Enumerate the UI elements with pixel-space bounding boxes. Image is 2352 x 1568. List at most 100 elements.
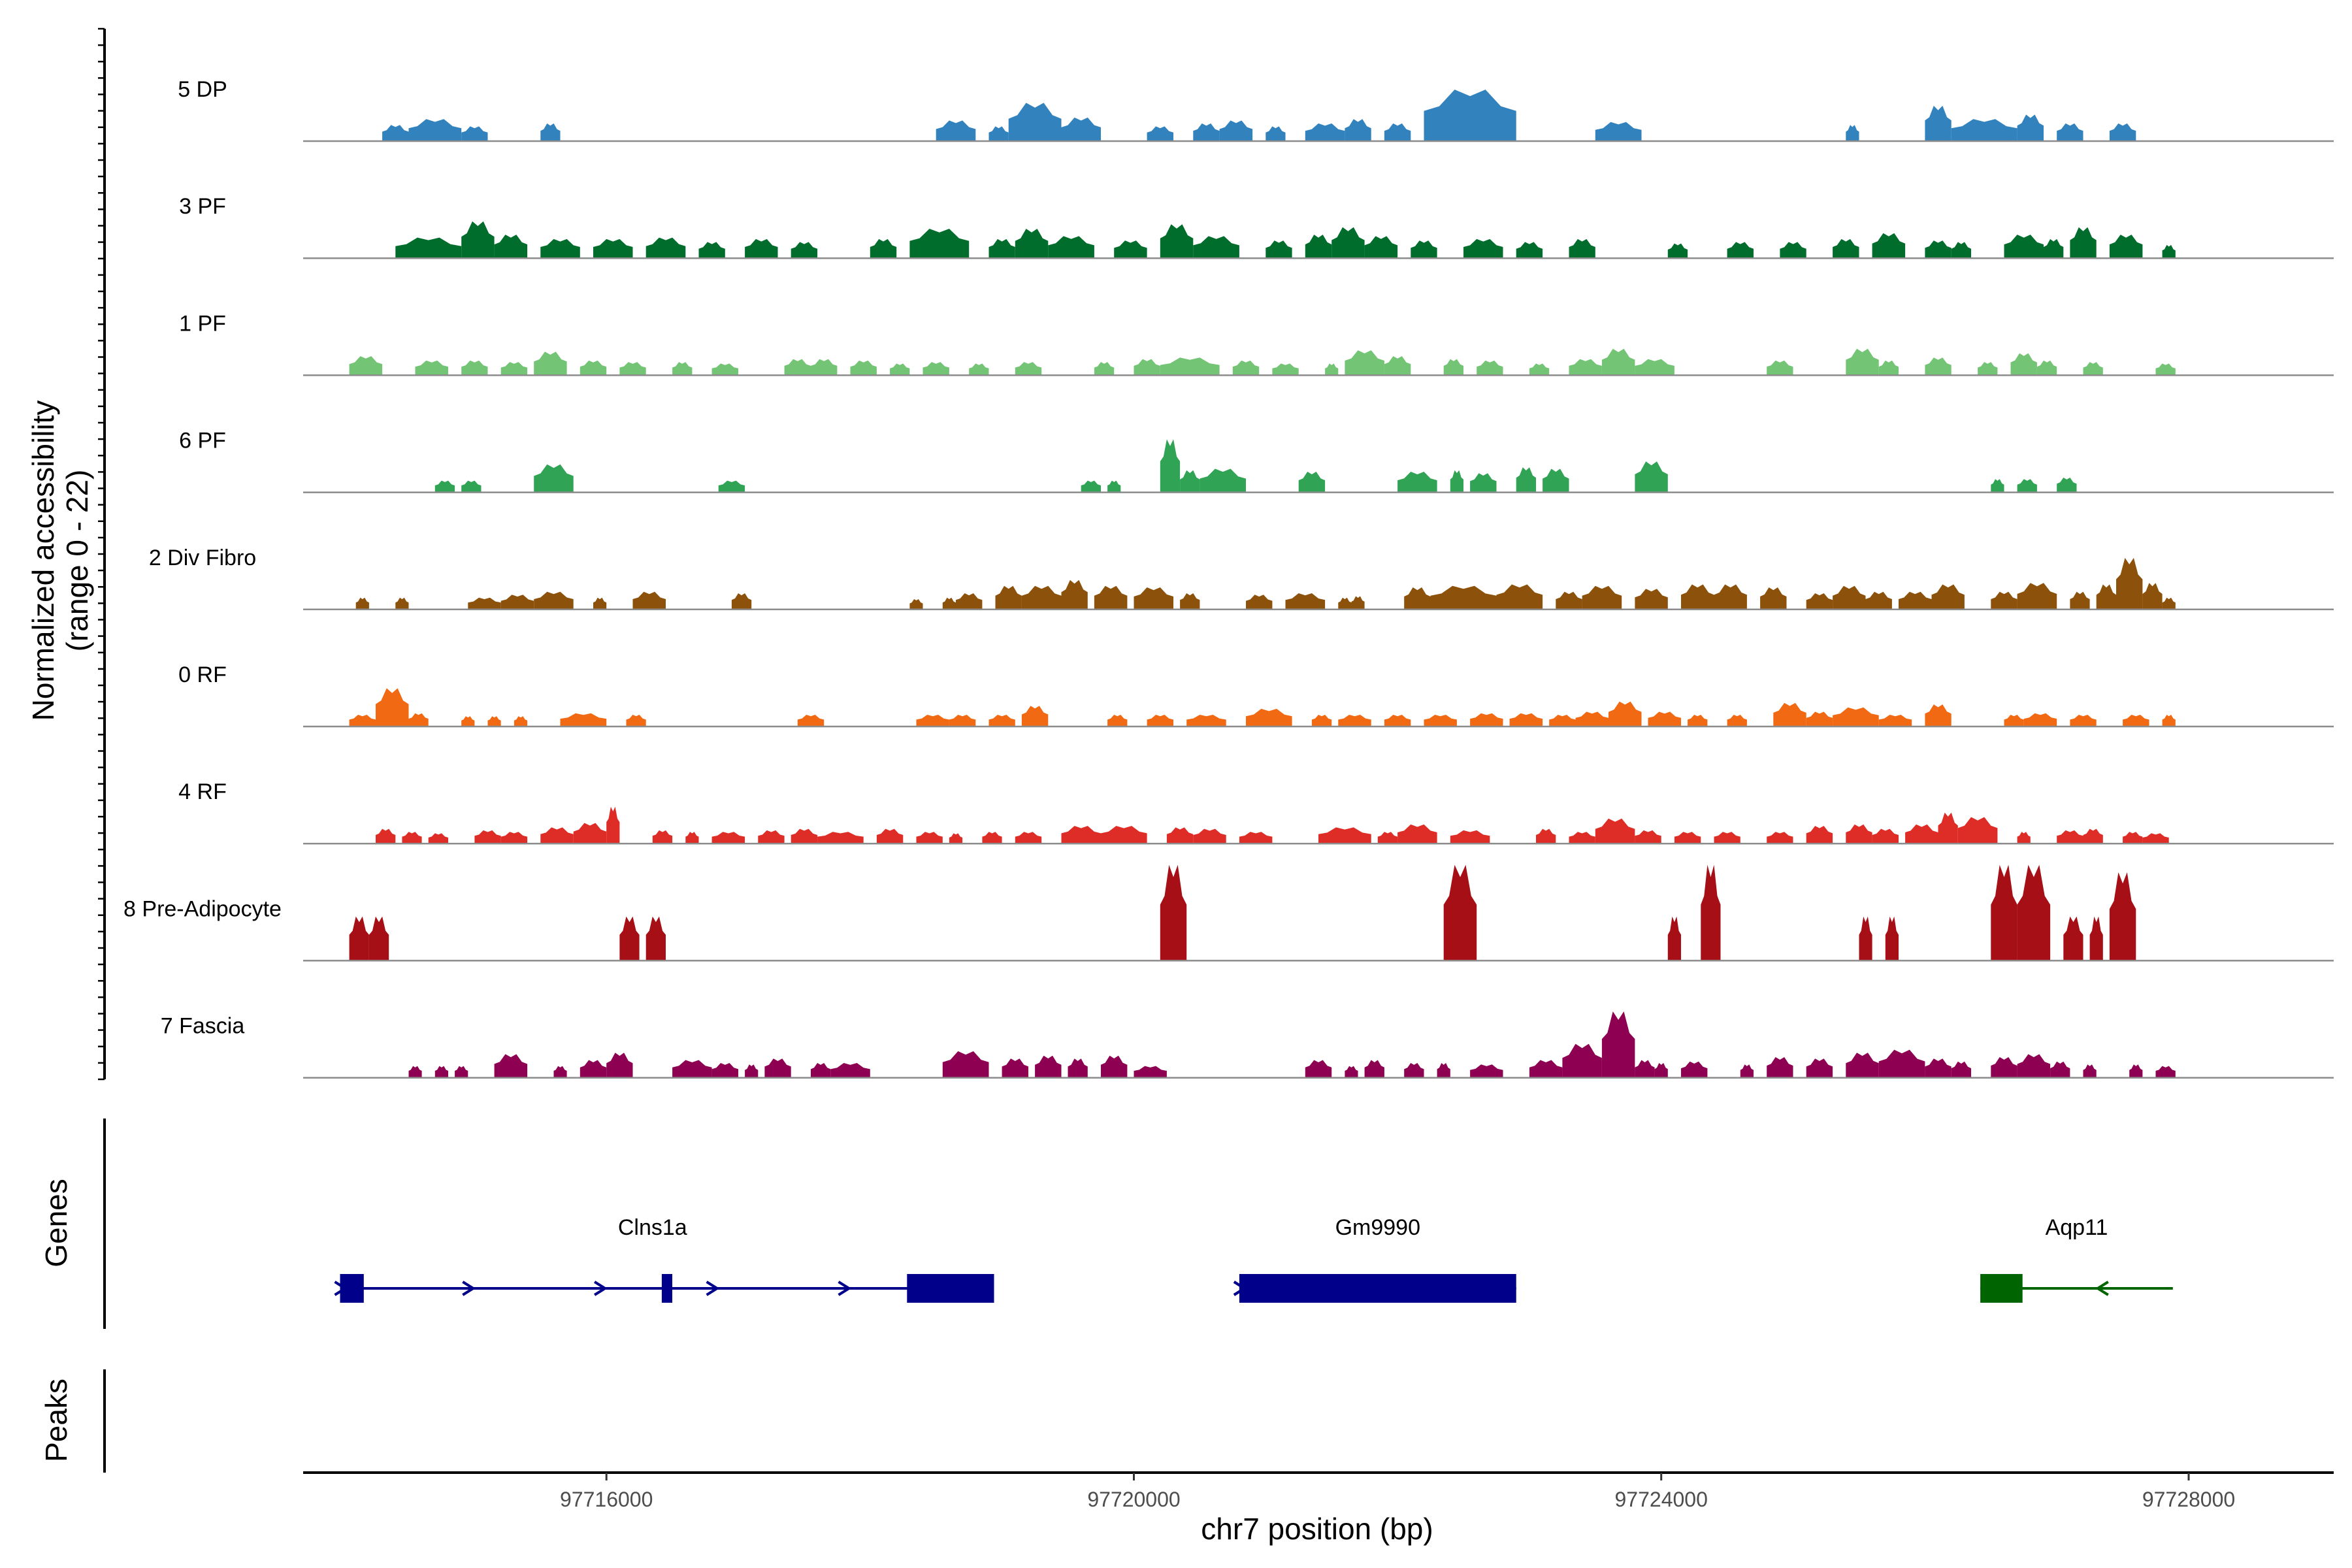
coverage-peak [949, 715, 976, 727]
coverage-peak [2129, 1064, 2143, 1078]
track-3-pf: 3 PF [179, 194, 2334, 259]
x-axis-ticks: 97716000 97720000 97724000 97728000 [560, 1473, 2235, 1511]
coverage-peak [711, 1063, 738, 1078]
coverage-peak [1160, 224, 1194, 259]
coverage-peak [2142, 583, 2163, 610]
coverage-peak [2057, 830, 2083, 844]
track-label: 8 Pre-Adipocyte [123, 896, 282, 921]
coverage-peak [791, 242, 818, 259]
coverage-peak [988, 715, 1015, 727]
coverage-peak [500, 595, 534, 610]
coverage-peak [811, 1063, 831, 1078]
coverage-peak [1002, 1058, 1028, 1078]
coverage-peak [1318, 827, 1371, 844]
track-label: 3 PF [179, 194, 226, 219]
coverage-peak [1951, 119, 2017, 141]
coverage-peak [1905, 824, 1938, 844]
coverage-peak [1134, 1066, 1167, 1078]
coverage-peak [1015, 832, 1042, 844]
coverage-peak [1338, 715, 1371, 727]
coverage-peak [1114, 240, 1147, 259]
coverage-peak [461, 480, 482, 493]
coverage-peak [1193, 236, 1239, 259]
coverage-peak [2063, 916, 2083, 961]
coverage-peak [1424, 90, 1516, 141]
coverage-peak [1569, 359, 1602, 376]
coverage-peak [1846, 824, 1872, 844]
coverage-peak [1806, 1058, 1833, 1078]
coverage-peak [758, 830, 785, 844]
coverage-peak [1345, 350, 1384, 376]
coverage-peak [1714, 832, 1740, 844]
coverage-peak [1147, 126, 1173, 141]
coverage-peak [1397, 472, 1437, 493]
coverage-peak [1991, 1057, 2017, 1078]
coverage-peak [534, 351, 567, 376]
coverage-peak [1635, 359, 1674, 376]
coverage-peak [2162, 597, 2176, 610]
coverage-peak [1991, 591, 2017, 610]
coverage-peak [368, 916, 389, 961]
coverage-peak [969, 363, 989, 376]
coverage-peak [1767, 1057, 1793, 1078]
coverage-peak [1166, 827, 1194, 844]
coverage-peak [1246, 595, 1273, 610]
coverage-peak [408, 119, 462, 141]
coverage-peak [652, 830, 673, 844]
y-axis-title-line1: Normalized accessibility [26, 400, 60, 721]
track-label: 5 DP [178, 77, 227, 102]
coverage-peak [1833, 707, 1879, 727]
coverage-peak [461, 360, 488, 376]
coverage-peak [1833, 585, 1866, 610]
coverage-peak [1595, 818, 1635, 844]
track-4-rf: 4 RF [178, 779, 2334, 845]
coverage-peak [1529, 1060, 1563, 1078]
gene-exon [907, 1274, 994, 1303]
coverage-peak [2057, 478, 2077, 493]
coverage-peak [349, 916, 369, 961]
x-tick-label: 97728000 [2142, 1488, 2235, 1511]
gene-exon [1239, 1274, 1516, 1303]
coverage-peak [1364, 1060, 1384, 1078]
coverage-peak [1667, 916, 1681, 961]
coverage-peak [2070, 715, 2097, 727]
coverage-peak [1878, 715, 1912, 727]
gene-label: Gm9990 [1335, 1215, 1420, 1240]
coverage-peak [376, 688, 409, 727]
coverage-peak [791, 828, 818, 844]
coverage-peak [349, 715, 376, 727]
coverage-peak [1411, 240, 1437, 259]
coverage-peak [461, 126, 488, 141]
coverage-peak [1305, 235, 1332, 259]
coverage-peak [2109, 123, 2136, 141]
coverage-peak [1160, 357, 1220, 376]
coverage-peak [1377, 832, 1398, 844]
coverage-peak [474, 830, 501, 844]
coverage-peak [1443, 864, 1477, 961]
coverage-peak [1061, 117, 1101, 141]
coverage-peak [2050, 1061, 2070, 1078]
coverage-peak [2096, 584, 2116, 610]
coverage-peak [936, 120, 976, 141]
coverage-peak [580, 360, 607, 376]
coverage-peak [2017, 1054, 2051, 1078]
coverage-peak [1463, 238, 1503, 259]
gene-clns1a: Clns1a [334, 1215, 1247, 1303]
coverage-peak [2004, 235, 2044, 259]
coverage-peak [514, 716, 528, 727]
coverage-peak [1806, 593, 1833, 610]
coverage-peak [1635, 461, 1668, 493]
coverage-peak [534, 464, 574, 493]
coverage-peak [764, 1058, 791, 1078]
coverage-peak [494, 1054, 528, 1078]
coverage-peak [1714, 584, 1747, 610]
coverage-peak [1266, 126, 1286, 141]
coverage-peak [988, 238, 1015, 259]
coverage-peak [1595, 122, 1642, 141]
track-label: 7 Fascia [161, 1014, 245, 1039]
coverage-peak [1674, 832, 1701, 844]
coverage-peak [1200, 468, 1246, 493]
coverage-peak [1951, 1061, 1971, 1078]
coverage-peak [1450, 830, 1490, 844]
